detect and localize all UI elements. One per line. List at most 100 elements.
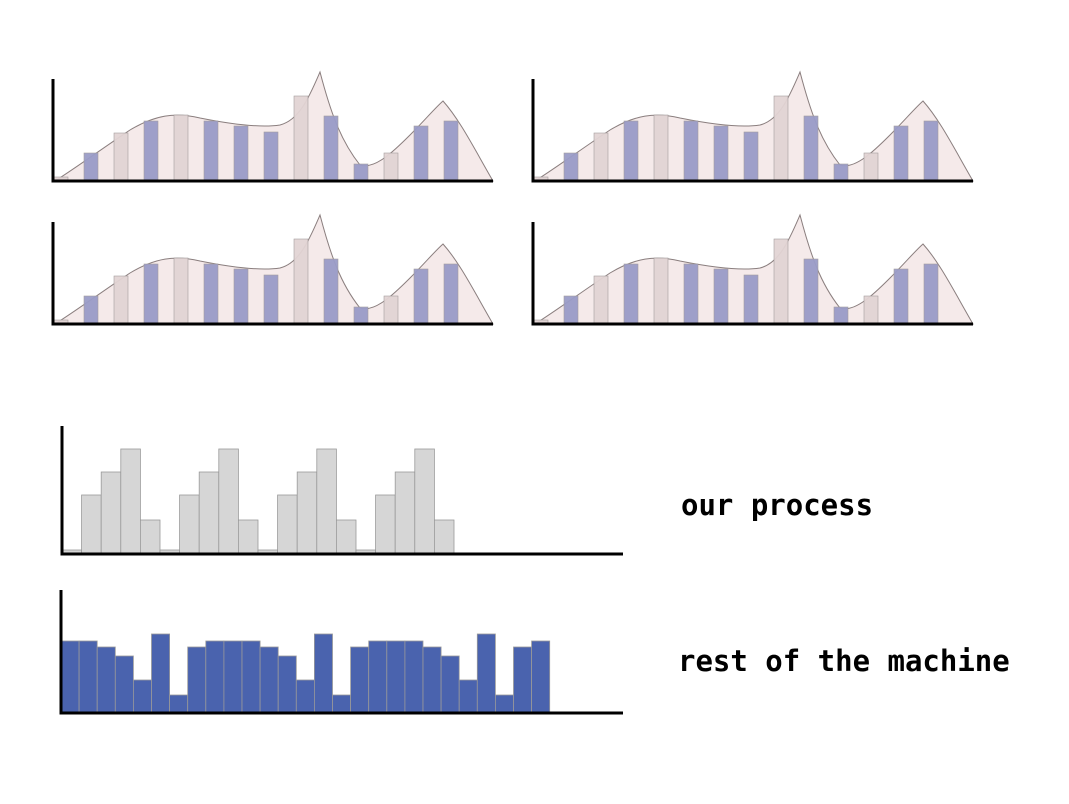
bar bbox=[743, 274, 759, 325]
bar bbox=[494, 694, 514, 714]
bar bbox=[173, 114, 189, 182]
bar bbox=[198, 471, 220, 555]
bar bbox=[259, 646, 279, 714]
bar bbox=[683, 263, 699, 325]
bar bbox=[295, 679, 315, 714]
bar bbox=[623, 120, 639, 182]
bar bbox=[773, 95, 789, 182]
bar bbox=[313, 633, 333, 714]
bar bbox=[593, 275, 609, 325]
bar bbox=[923, 263, 939, 325]
bar bbox=[863, 152, 879, 182]
bar bbox=[241, 640, 261, 714]
small-chart bbox=[531, 71, 974, 183]
bar bbox=[293, 238, 309, 325]
bar bbox=[476, 633, 496, 714]
bar bbox=[653, 257, 669, 325]
bar bbox=[803, 258, 819, 325]
bar bbox=[440, 655, 460, 714]
bar bbox=[83, 152, 99, 182]
bar bbox=[513, 646, 533, 714]
bar bbox=[458, 679, 478, 714]
bar bbox=[404, 640, 424, 714]
bar bbox=[233, 125, 249, 182]
bar bbox=[413, 268, 429, 325]
bar bbox=[263, 274, 279, 325]
process-label: our process bbox=[681, 488, 873, 522]
bar bbox=[205, 640, 225, 714]
machine-label: rest of the machine bbox=[678, 644, 1010, 678]
bar bbox=[563, 295, 579, 325]
bar bbox=[653, 114, 669, 182]
bar bbox=[218, 448, 239, 555]
bar bbox=[316, 448, 337, 555]
bar bbox=[893, 268, 909, 325]
axis bbox=[51, 79, 493, 183]
bar bbox=[277, 655, 297, 714]
bar bbox=[323, 258, 339, 325]
bar bbox=[593, 132, 609, 182]
bar bbox=[143, 120, 159, 182]
bar bbox=[132, 679, 152, 714]
bar bbox=[773, 238, 789, 325]
bar bbox=[60, 640, 80, 714]
small-chart bbox=[51, 214, 494, 326]
bar bbox=[833, 306, 849, 325]
bar bbox=[713, 268, 729, 325]
bar bbox=[386, 640, 406, 714]
bar bbox=[443, 263, 459, 325]
bar bbox=[803, 115, 819, 182]
axis bbox=[51, 222, 493, 326]
bar bbox=[223, 640, 243, 714]
bar bbox=[683, 120, 699, 182]
bar bbox=[375, 494, 396, 555]
bar bbox=[413, 125, 429, 182]
bar bbox=[233, 268, 249, 325]
bar bbox=[422, 646, 442, 714]
bar bbox=[353, 306, 369, 325]
bar bbox=[335, 519, 357, 555]
bar bbox=[203, 263, 219, 325]
bar bbox=[203, 120, 219, 182]
bar bbox=[173, 257, 189, 325]
bar bbox=[169, 694, 189, 714]
bar bbox=[277, 494, 298, 555]
bar bbox=[383, 152, 399, 182]
bar bbox=[893, 125, 909, 182]
bar bbox=[332, 694, 352, 714]
bar bbox=[120, 448, 141, 555]
bar bbox=[443, 120, 459, 182]
bar bbox=[81, 494, 102, 555]
bar bbox=[531, 640, 551, 714]
bar bbox=[296, 471, 318, 555]
bar bbox=[394, 471, 416, 555]
bar bbox=[237, 519, 259, 555]
bar bbox=[833, 163, 849, 182]
bar bbox=[139, 519, 161, 555]
small-chart bbox=[51, 71, 494, 183]
bar bbox=[623, 263, 639, 325]
bar bbox=[114, 655, 134, 714]
axis bbox=[60, 426, 623, 556]
bar bbox=[713, 125, 729, 182]
bar bbox=[368, 640, 388, 714]
bar bbox=[83, 295, 99, 325]
bar bbox=[78, 640, 98, 714]
bar bbox=[563, 152, 579, 182]
bar bbox=[923, 120, 939, 182]
axis bbox=[531, 222, 973, 326]
bar bbox=[113, 132, 129, 182]
bar bbox=[113, 275, 129, 325]
bar bbox=[293, 95, 309, 182]
small-chart bbox=[531, 214, 974, 326]
bar bbox=[433, 519, 455, 555]
axis bbox=[531, 79, 973, 183]
bar bbox=[353, 163, 369, 182]
bar bbox=[743, 131, 759, 182]
bar bbox=[323, 115, 339, 182]
bar bbox=[350, 646, 370, 714]
bar bbox=[383, 295, 399, 325]
bar bbox=[187, 646, 207, 714]
bar bbox=[100, 471, 122, 555]
